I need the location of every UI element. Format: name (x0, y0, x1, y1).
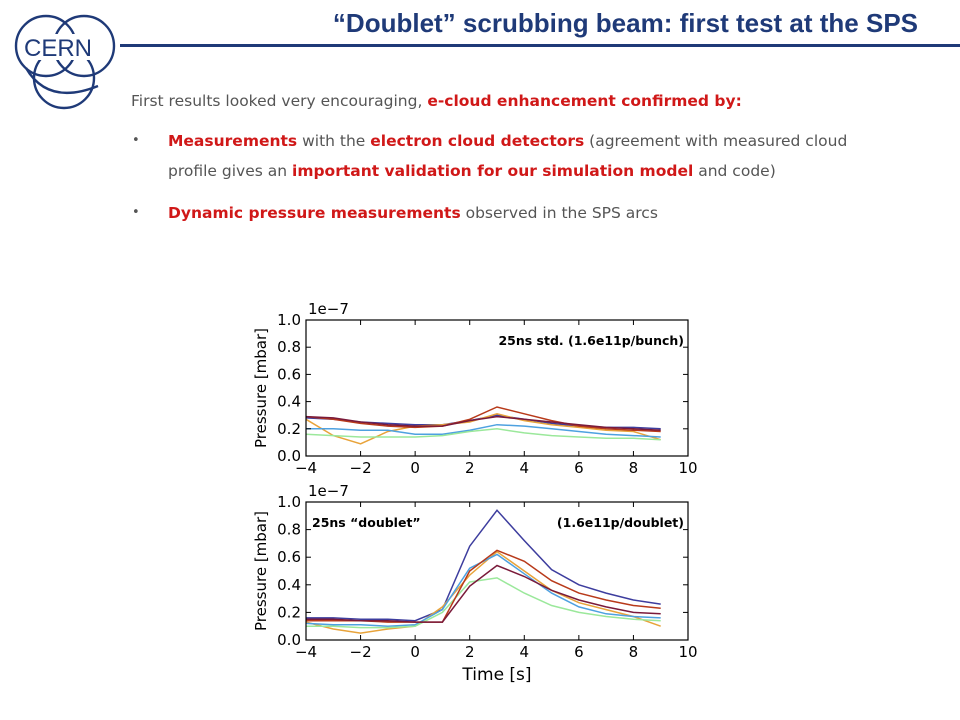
pressure-plot-25ns-doublet: −4 −2 0 2 4 6 8 10 0.0 0.2 0.4 0.6 0.8 1.0 1e−7 Pressur… (252, 482, 698, 685)
x-tick-label: 2 (465, 459, 475, 477)
slide-body: First results looked very encouraging, e… (131, 90, 891, 240)
x-tick-label: 10 (678, 459, 697, 477)
bullet-text: observed in the SPS arcs (460, 204, 658, 222)
x-tick-label: 2 (465, 643, 475, 661)
y-offset-text: 1e−7 (308, 482, 349, 500)
bullet-marker: • (132, 205, 140, 220)
x-tick-label: 6 (574, 643, 584, 661)
y-axis-label: Pressure [mbar] (252, 328, 270, 448)
x-tick-label: 10 (678, 643, 697, 661)
series-line-5 (306, 549, 661, 623)
series-line-1 (306, 509, 661, 622)
y-tick-label: 0.0 (277, 447, 301, 465)
bullet-highlight-text: Dynamic pressure measurements (168, 204, 461, 222)
series-line-4 (306, 577, 661, 629)
bullet-marker: • (132, 133, 140, 148)
bullet-2: • Dynamic pressure measurements observed … (131, 198, 891, 228)
pressure-plot-25ns-standard: −4 −2 0 2 4 6 8 10 0.0 0.2 0.4 0.6 0.8 1.0 1e−7 Pressur… (252, 300, 698, 477)
slide-title: “Doublet” scrubbing beam: first test at … (332, 8, 918, 38)
x-tick-label: −2 (350, 643, 372, 661)
y-tick-label: 0.8 (277, 521, 301, 539)
series-line-5 (305, 406, 661, 433)
y-tick-label: 0.0 (277, 631, 301, 649)
y-tick-label: 1.0 (277, 311, 301, 329)
intro-line: First results looked very encouraging, e… (131, 90, 891, 112)
x-tick-label: 6 (574, 459, 584, 477)
bullet-highlight-text: Measurements (168, 132, 298, 150)
x-tick-label: 4 (520, 643, 530, 661)
y-tick-label: 0.2 (277, 603, 301, 621)
bullet-text: and code) (693, 162, 776, 180)
x-tick-label: 8 (629, 459, 639, 477)
y-tick-label: 0.2 (277, 420, 301, 438)
cern-logo: CERN (14, 14, 116, 110)
pressure-plots: −4 −2 0 2 4 6 8 10 0.0 0.2 0.4 0.6 0.8 1.0 1e−7 Pressur… (252, 300, 698, 685)
cern-logo-text: CERN (24, 35, 92, 62)
bullet-text: with the (297, 132, 371, 150)
title-rule (120, 44, 960, 47)
y-tick-label: 0.6 (277, 365, 301, 383)
series-line-4 (305, 428, 661, 441)
x-tick-label: 4 (520, 459, 530, 477)
plot-annotation: 25ns std. (1.6e11p/bunch) (498, 333, 684, 348)
series-line-3 (306, 423, 661, 438)
plot-annotation-left: 25ns “doublet” (312, 515, 421, 530)
x-tick-label: 0 (410, 643, 420, 661)
bullet-list: • Measurements with the electron cloud de… (131, 126, 891, 228)
intro-highlight: e-cloud enhancement confirmed by: (427, 92, 742, 110)
x-tick-label: −2 (350, 459, 372, 477)
y-tick-label: 0.4 (277, 576, 301, 594)
series-line-6 (305, 415, 661, 431)
bullet-1: • Measurements with the electron cloud de… (131, 126, 891, 186)
x-axis-label: Time [s] (461, 665, 531, 685)
y-tick-label: 0.8 (277, 338, 301, 356)
series-line-6 (306, 564, 661, 623)
bullet-highlight-text: electron cloud detectors (370, 132, 585, 150)
x-tick-label: 0 (410, 459, 420, 477)
x-tick-label: 8 (629, 643, 639, 661)
y-axis-label: Pressure [mbar] (252, 511, 270, 631)
x-tick-label: −4 (295, 459, 317, 477)
y-tick-label: 1.0 (277, 493, 301, 511)
y-tick-label: 0.6 (277, 548, 301, 566)
plot-frame (305, 319, 689, 457)
plot-annotation: (1.6e11p/doublet) (557, 515, 684, 530)
y-offset-text: 1e−7 (308, 300, 349, 318)
bullet-highlight-text: important validation for our simulation … (292, 162, 694, 180)
series-line-2 (305, 550, 661, 634)
plot-frame (305, 501, 689, 641)
series-line-3 (305, 553, 661, 627)
x-tick-label: −4 (295, 643, 317, 661)
y-tick-label: 0.4 (277, 393, 301, 411)
intro-prefix: First results looked very encouraging, (131, 92, 428, 110)
bullet-text: (agreement with measured cloud profile g… (168, 132, 848, 180)
